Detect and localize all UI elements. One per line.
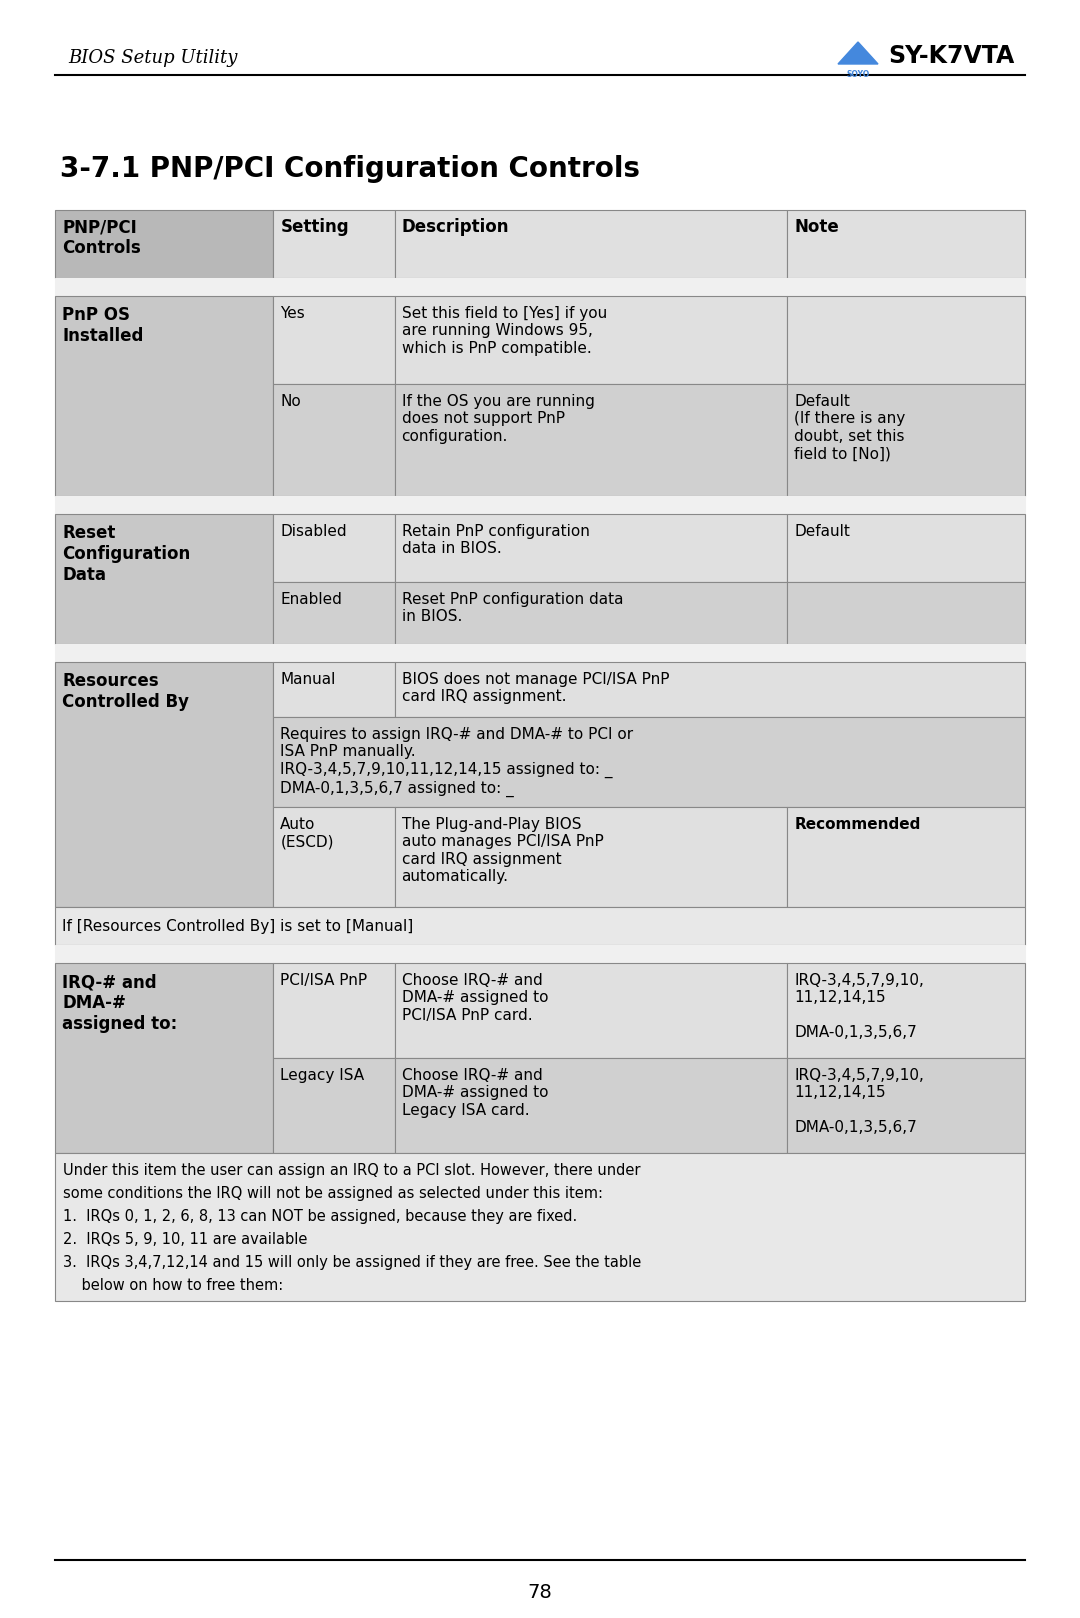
Bar (394, 210, 787, 278)
Bar (273, 963, 394, 1058)
Text: SOYO: SOYO (847, 70, 869, 79)
Bar (55, 210, 273, 278)
Text: PCI/ISA PnP: PCI/ISA PnP (280, 972, 367, 989)
Text: Yes: Yes (280, 306, 305, 320)
Text: 3.  IRQs 3,4,7,12,14 and 15 will only be assigned if they are free. See the tabl: 3. IRQs 3,4,7,12,14 and 15 will only be … (63, 1256, 642, 1270)
Text: Requires to assign IRQ-# and DMA-# to PCI or
ISA PnP manually.
IRQ-3,4,5,7,9,10,: Requires to assign IRQ-# and DMA-# to PC… (280, 726, 633, 796)
Bar (55, 1154, 1025, 1301)
Text: IRQ-# and
DMA-#
assigned to:: IRQ-# and DMA-# assigned to: (62, 972, 177, 1032)
Bar (787, 807, 1025, 908)
Bar (273, 210, 394, 278)
Text: Description: Description (402, 218, 509, 236)
Bar (394, 807, 787, 908)
Text: Resources
Controlled By: Resources Controlled By (62, 671, 189, 710)
Text: Under this item the user can assign an IRQ to a PCI slot. However, there under: Under this item the user can assign an I… (63, 1163, 640, 1178)
Bar (55, 908, 1025, 945)
Bar (394, 963, 787, 1058)
Text: 3-7.1 PNP/PCI Configuration Controls: 3-7.1 PNP/PCI Configuration Controls (60, 155, 640, 183)
Text: 2.  IRQs 5, 9, 10, 11 are available: 2. IRQs 5, 9, 10, 11 are available (63, 1231, 308, 1247)
Bar (394, 296, 787, 383)
Bar (273, 383, 394, 497)
Bar (273, 296, 394, 383)
Bar (394, 515, 787, 582)
Text: Reset
Configuration
Data: Reset Configuration Data (62, 524, 190, 584)
Text: Set this field to [Yes] if you
are running Windows 95,
which is PnP compatible.: Set this field to [Yes] if you are runni… (402, 306, 607, 356)
Bar (394, 662, 1025, 717)
Bar (787, 383, 1025, 497)
Bar (787, 296, 1025, 383)
Text: PNP/PCI
Controls: PNP/PCI Controls (62, 218, 140, 257)
Text: Default
(If there is any
doubt, set this
field to [No]): Default (If there is any doubt, set this… (795, 395, 906, 461)
Text: Enabled: Enabled (280, 592, 342, 607)
Bar (273, 515, 394, 582)
Bar (787, 963, 1025, 1058)
Text: Disabled: Disabled (280, 524, 347, 539)
Bar (55, 662, 273, 908)
Bar (55, 296, 273, 497)
Text: Choose IRQ-# and
DMA-# assigned to
Legacy ISA card.: Choose IRQ-# and DMA-# assigned to Legac… (402, 1068, 548, 1118)
Text: Note: Note (795, 218, 839, 236)
Polygon shape (838, 42, 878, 65)
Bar (55, 945, 1025, 963)
Bar (394, 383, 787, 497)
Text: Choose IRQ-# and
DMA-# assigned to
PCI/ISA PnP card.: Choose IRQ-# and DMA-# assigned to PCI/I… (402, 972, 548, 1023)
Text: BIOS does not manage PCI/ISA PnP
card IRQ assignment.: BIOS does not manage PCI/ISA PnP card IR… (402, 671, 669, 704)
Bar (55, 963, 273, 1154)
Text: The Plug-and-Play BIOS
auto manages PCI/ISA PnP
card IRQ assignment
automaticall: The Plug-and-Play BIOS auto manages PCI/… (402, 817, 604, 883)
Bar (55, 497, 1025, 515)
Bar (273, 582, 394, 644)
Text: some conditions the IRQ will not be assigned as selected under this item:: some conditions the IRQ will not be assi… (63, 1186, 603, 1201)
Bar (394, 582, 787, 644)
Bar (787, 582, 1025, 644)
Bar (787, 1058, 1025, 1154)
Text: Manual: Manual (280, 671, 336, 688)
Text: 78: 78 (528, 1582, 552, 1602)
Bar (55, 644, 1025, 662)
Bar (787, 515, 1025, 582)
Bar (55, 515, 273, 644)
Bar (394, 1058, 787, 1154)
Text: Auto
(ESCD): Auto (ESCD) (280, 817, 334, 849)
Text: If the OS you are running
does not support PnP
configuration.: If the OS you are running does not suppo… (402, 395, 594, 443)
Bar (273, 662, 394, 717)
Bar (55, 278, 1025, 296)
Text: Default: Default (795, 524, 850, 539)
Text: below on how to free them:: below on how to free them: (63, 1278, 283, 1293)
Bar (273, 717, 1025, 807)
Bar (273, 807, 394, 908)
Text: Reset PnP configuration data
in BIOS.: Reset PnP configuration data in BIOS. (402, 592, 623, 625)
Bar (787, 210, 1025, 278)
Text: SY-K7VTA: SY-K7VTA (888, 44, 1014, 68)
Text: PnP OS
Installed: PnP OS Installed (62, 306, 144, 345)
Text: No: No (280, 395, 301, 409)
Bar (273, 1058, 394, 1154)
Text: Retain PnP configuration
data in BIOS.: Retain PnP configuration data in BIOS. (402, 524, 590, 557)
Text: 1.  IRQs 0, 1, 2, 6, 8, 13 can NOT be assigned, because they are fixed.: 1. IRQs 0, 1, 2, 6, 8, 13 can NOT be ass… (63, 1209, 577, 1223)
Text: Setting: Setting (280, 218, 349, 236)
Text: BIOS Setup Utility: BIOS Setup Utility (68, 49, 238, 66)
Text: IRQ-3,4,5,7,9,10,
11,12,14,15

DMA-0,1,3,5,6,7: IRQ-3,4,5,7,9,10, 11,12,14,15 DMA-0,1,3,… (795, 1068, 924, 1136)
Text: If [Resources Controlled By] is set to [Manual]: If [Resources Controlled By] is set to [… (62, 919, 414, 934)
Text: Legacy ISA: Legacy ISA (280, 1068, 364, 1082)
Text: IRQ-3,4,5,7,9,10,
11,12,14,15

DMA-0,1,3,5,6,7: IRQ-3,4,5,7,9,10, 11,12,14,15 DMA-0,1,3,… (795, 972, 924, 1040)
Text: Recommended: Recommended (795, 817, 921, 832)
